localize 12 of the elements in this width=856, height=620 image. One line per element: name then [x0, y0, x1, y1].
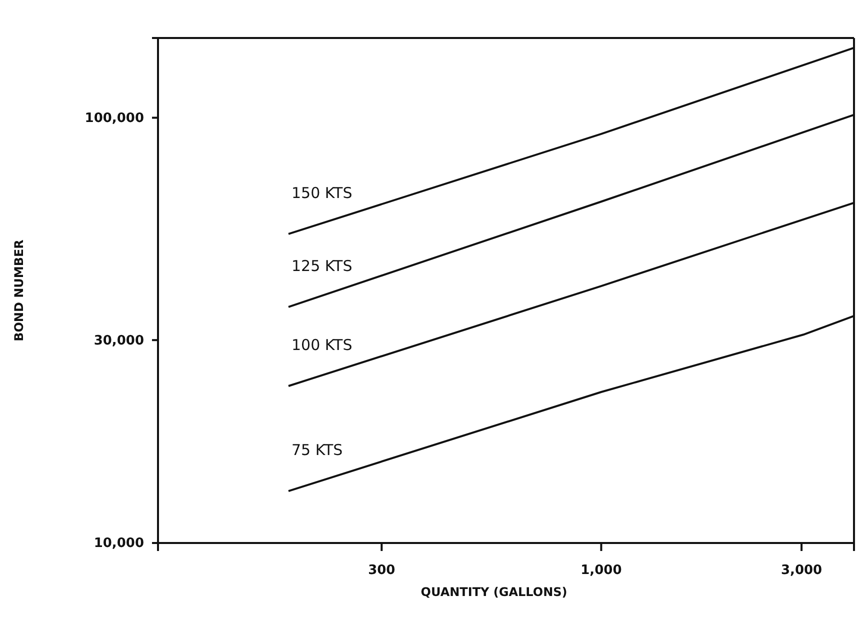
series-label: 100 KTS — [291, 336, 352, 354]
x-tick-label: 300 — [368, 563, 396, 578]
x-axis-title: QUANTITY (GALLONS) — [420, 585, 568, 599]
x-tick-label: 1,000 — [580, 563, 622, 578]
y-tick-label: 10,000 — [94, 536, 144, 552]
y-tick-label: 100,000 — [84, 110, 144, 126]
series-label: 150 KTS — [291, 184, 352, 202]
y-tick-label: 30,000 — [94, 333, 144, 348]
x-tick-label: 3,000 — [780, 563, 822, 578]
series-label: 125 KTS — [291, 256, 352, 275]
y-axis-title: BOND NUMBER — [12, 240, 26, 342]
series-label: 75 KTS — [291, 441, 343, 460]
